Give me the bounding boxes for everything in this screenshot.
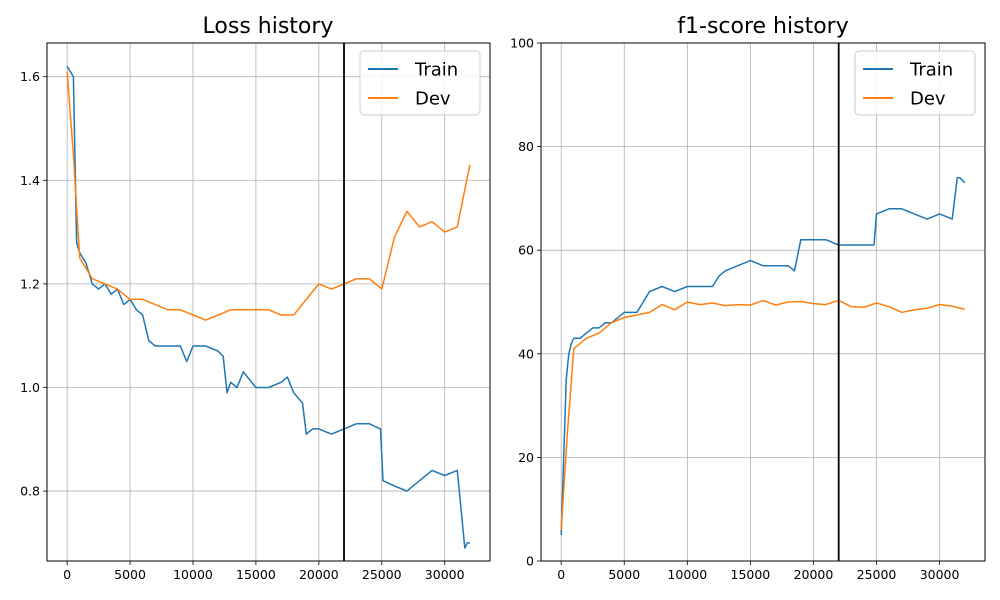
- y-tick-label: 60: [518, 243, 534, 258]
- legend-label-dev: Dev: [910, 89, 946, 110]
- y-tick-label: 20: [518, 450, 534, 465]
- series-line-train: [66, 65, 470, 549]
- legend-label-train: Train: [414, 60, 458, 81]
- y-tick-label: 1.0: [20, 380, 40, 395]
- panel-f1: f1-score history 0 5000 10000 15000 20000 250…: [510, 14, 986, 582]
- legend-label-dev: Dev: [415, 89, 451, 110]
- y-tick-label: 0.8: [20, 484, 40, 499]
- plot-frame: [46, 42, 491, 562]
- y-tick-label: 1.4: [20, 173, 40, 188]
- x-tick-label: 10000: [173, 567, 213, 582]
- x-tick-label: 30000: [920, 567, 960, 582]
- y-tick-label: 80: [518, 139, 534, 154]
- chart-title: Loss history: [203, 14, 334, 39]
- y-tick-label: 100: [510, 36, 534, 51]
- legend-label-train: Train: [909, 60, 953, 81]
- y-tick-label: 40: [518, 346, 534, 361]
- series-line-dev: [560, 299, 965, 530]
- y-tick-label: 1.2: [20, 276, 40, 291]
- x-tick-label: 25000: [857, 567, 897, 582]
- grid-lines: [541, 42, 985, 562]
- y-tick-label: 1.6: [20, 69, 40, 84]
- x-tick-label: 20000: [299, 567, 339, 582]
- panel-loss: Loss history 0 5000 10000 15000 20000 25000 30…: [20, 14, 491, 582]
- x-tick-label: 0: [557, 567, 565, 582]
- x-tick-label: 25000: [362, 567, 402, 582]
- grid-lines: [47, 43, 490, 561]
- x-tick-label: 5000: [608, 567, 640, 582]
- chart-title: f1-score history: [677, 14, 848, 39]
- x-tick-label: 15000: [731, 567, 771, 582]
- x-tick-label: 15000: [236, 567, 276, 582]
- legend: Train Dev: [359, 50, 481, 116]
- series-line-dev: [66, 71, 471, 321]
- x-tick-label: 5000: [114, 567, 146, 582]
- x-tick-label: 0: [63, 567, 71, 582]
- x-tick-label: 20000: [794, 567, 834, 582]
- legend: Train Dev: [854, 50, 976, 116]
- y-tick-label: 0: [526, 554, 534, 569]
- x-tick-label: 30000: [425, 567, 465, 582]
- plot-frame: [540, 42, 986, 562]
- series-line-train: [560, 176, 966, 536]
- x-tick-label: 10000: [667, 567, 707, 582]
